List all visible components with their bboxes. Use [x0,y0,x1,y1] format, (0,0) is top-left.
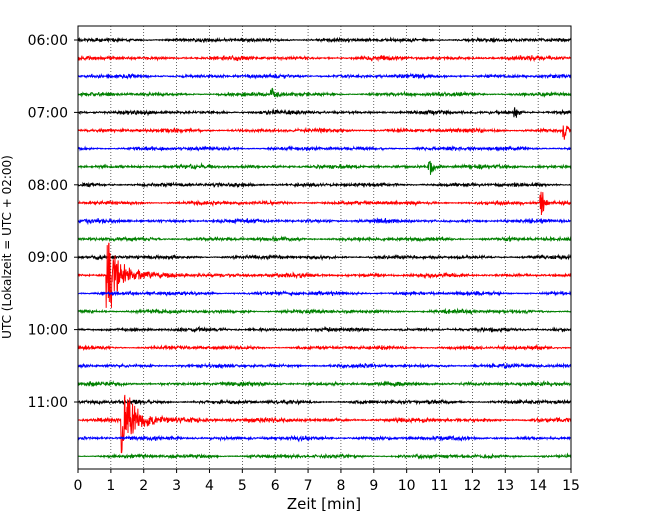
x-tick-label: 6 [271,478,280,494]
seismic-trace [77,394,572,454]
seismic-trace [77,145,572,152]
y-tick-label: 09:00 [28,250,68,266]
seismic-trace [77,160,572,175]
seismic-trace [77,242,572,308]
y-tick-label: 08:00 [28,178,68,194]
x-tick-label: 10 [398,478,416,494]
y-tick-label: 10:00 [28,323,68,339]
seismic-trace [77,307,572,316]
x-tick-label: 1 [106,478,115,494]
seismic-trace [77,343,572,352]
x-tick-label: 11 [431,478,449,494]
vertical-grid [110,26,539,469]
seismic-trace [77,434,572,443]
x-axis-ticks: 0 1 2 3 4 5 6 7 8 9 10 11 12 13 14 15 [74,469,580,494]
seismic-trace [77,235,572,243]
seismic-trace [77,125,572,140]
y-tick-label: 11:00 [28,395,68,411]
seismic-trace [77,379,572,388]
x-tick-label: 5 [238,478,247,494]
x-tick-label: 15 [562,478,580,494]
x-tick-label: 14 [529,478,547,494]
seismic-trace [77,253,572,262]
x-tick-label: 13 [496,478,514,494]
seismic-trace [77,398,572,406]
seismic-trace [77,87,572,98]
seismic-trace [77,72,572,80]
seismic-trace [77,107,572,118]
x-axis-label: Zeit [min] [287,495,361,513]
y-axis-ticks: 06:00 07:00 08:00 09:00 10:00 11:00 [28,33,78,411]
x-tick-label: 0 [74,478,83,494]
seismic-trace [77,289,572,297]
plot-frame [77,25,572,470]
x-tick-label: 2 [139,478,148,494]
seismic-trace [77,362,572,370]
x-tick-label: 4 [205,478,214,494]
x-tick-label: 3 [172,478,181,494]
y-axis-label: UTC (Lokalzeit = UTC + 02:00) [0,155,14,339]
x-tick-label: 9 [369,478,378,494]
seismic-trace [77,452,572,461]
y-tick-label: 06:00 [28,33,68,49]
seismic-trace [77,191,572,216]
y-tick-label: 07:00 [28,105,68,121]
seismic-trace [77,217,572,226]
seismic-trace [77,54,572,63]
x-tick-label: 12 [463,478,481,494]
seismic-trace [77,325,572,334]
seismic-trace [77,36,572,44]
x-tick-label: 7 [304,478,313,494]
seismic-trace [77,181,572,189]
seismic-traces [77,36,572,461]
x-tick-label: 8 [336,478,345,494]
